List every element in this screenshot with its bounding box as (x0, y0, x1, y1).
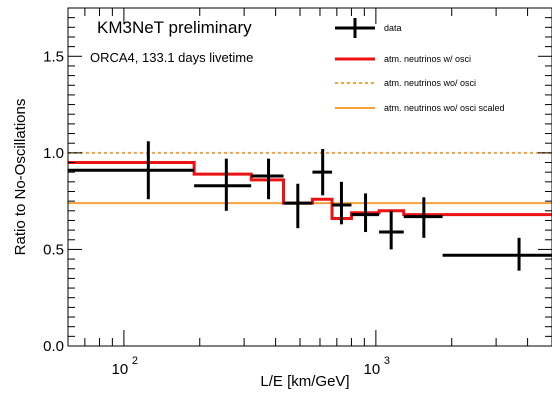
x-tick-label-exponent: 3 (384, 355, 390, 367)
data-point (68, 141, 195, 200)
y-tick-label: 0.5 (43, 241, 64, 258)
y-axis-title: Ratio to No-Oscillations (12, 99, 29, 256)
data-point (283, 183, 313, 229)
data-point (251, 158, 284, 200)
y-tick-label: 1.5 (43, 48, 64, 65)
x-tick-label: 10 (364, 361, 381, 378)
legend-label: data (384, 23, 402, 33)
legend: data atm. neutrinos w/ osci atm. neutrinos… (335, 18, 505, 113)
y-tick-label: 0.0 (43, 338, 64, 355)
legend-label: atm. neutrinos w/ osci (384, 54, 471, 64)
legend-entry: atm. neutrinos w/ osci (335, 54, 471, 64)
annotation-livetime: ORCA4, 133.1 days livetime (90, 50, 253, 65)
y-tick-label: 1.0 (43, 145, 64, 162)
oscillation-step-line (68, 161, 552, 221)
data-point (403, 197, 443, 238)
legend-entry: data (335, 18, 402, 38)
data-point (312, 148, 333, 196)
data-point (442, 237, 552, 271)
data-point (194, 158, 252, 211)
data-point (379, 210, 404, 250)
plot-frame (67, 7, 552, 347)
series-layer (68, 141, 552, 271)
x-axis-title: L/E [km/GeV] (260, 373, 349, 390)
legend-label: atm. neutrinos wo/ osci scaled (384, 103, 505, 113)
legend-entry: atm. neutrinos wo/ osci scaled (335, 103, 505, 113)
x-tick-label-exponent: 2 (132, 355, 138, 367)
label-layer: L/E [km/GeV] Ratio to No-Oscillations KM… (12, 18, 350, 390)
legend-label: atm. neutrinos wo/ osci (384, 78, 476, 88)
annotation-preliminary: KM3NeT preliminary (97, 18, 252, 37)
data-point (351, 193, 380, 233)
tick-layer: 0.00.51.01.510 2 10 3 (43, 7, 552, 378)
data-point (332, 181, 352, 225)
x-tick-label: 10 (112, 361, 129, 378)
legend-entry: atm. neutrinos wo/ osci (335, 78, 476, 88)
